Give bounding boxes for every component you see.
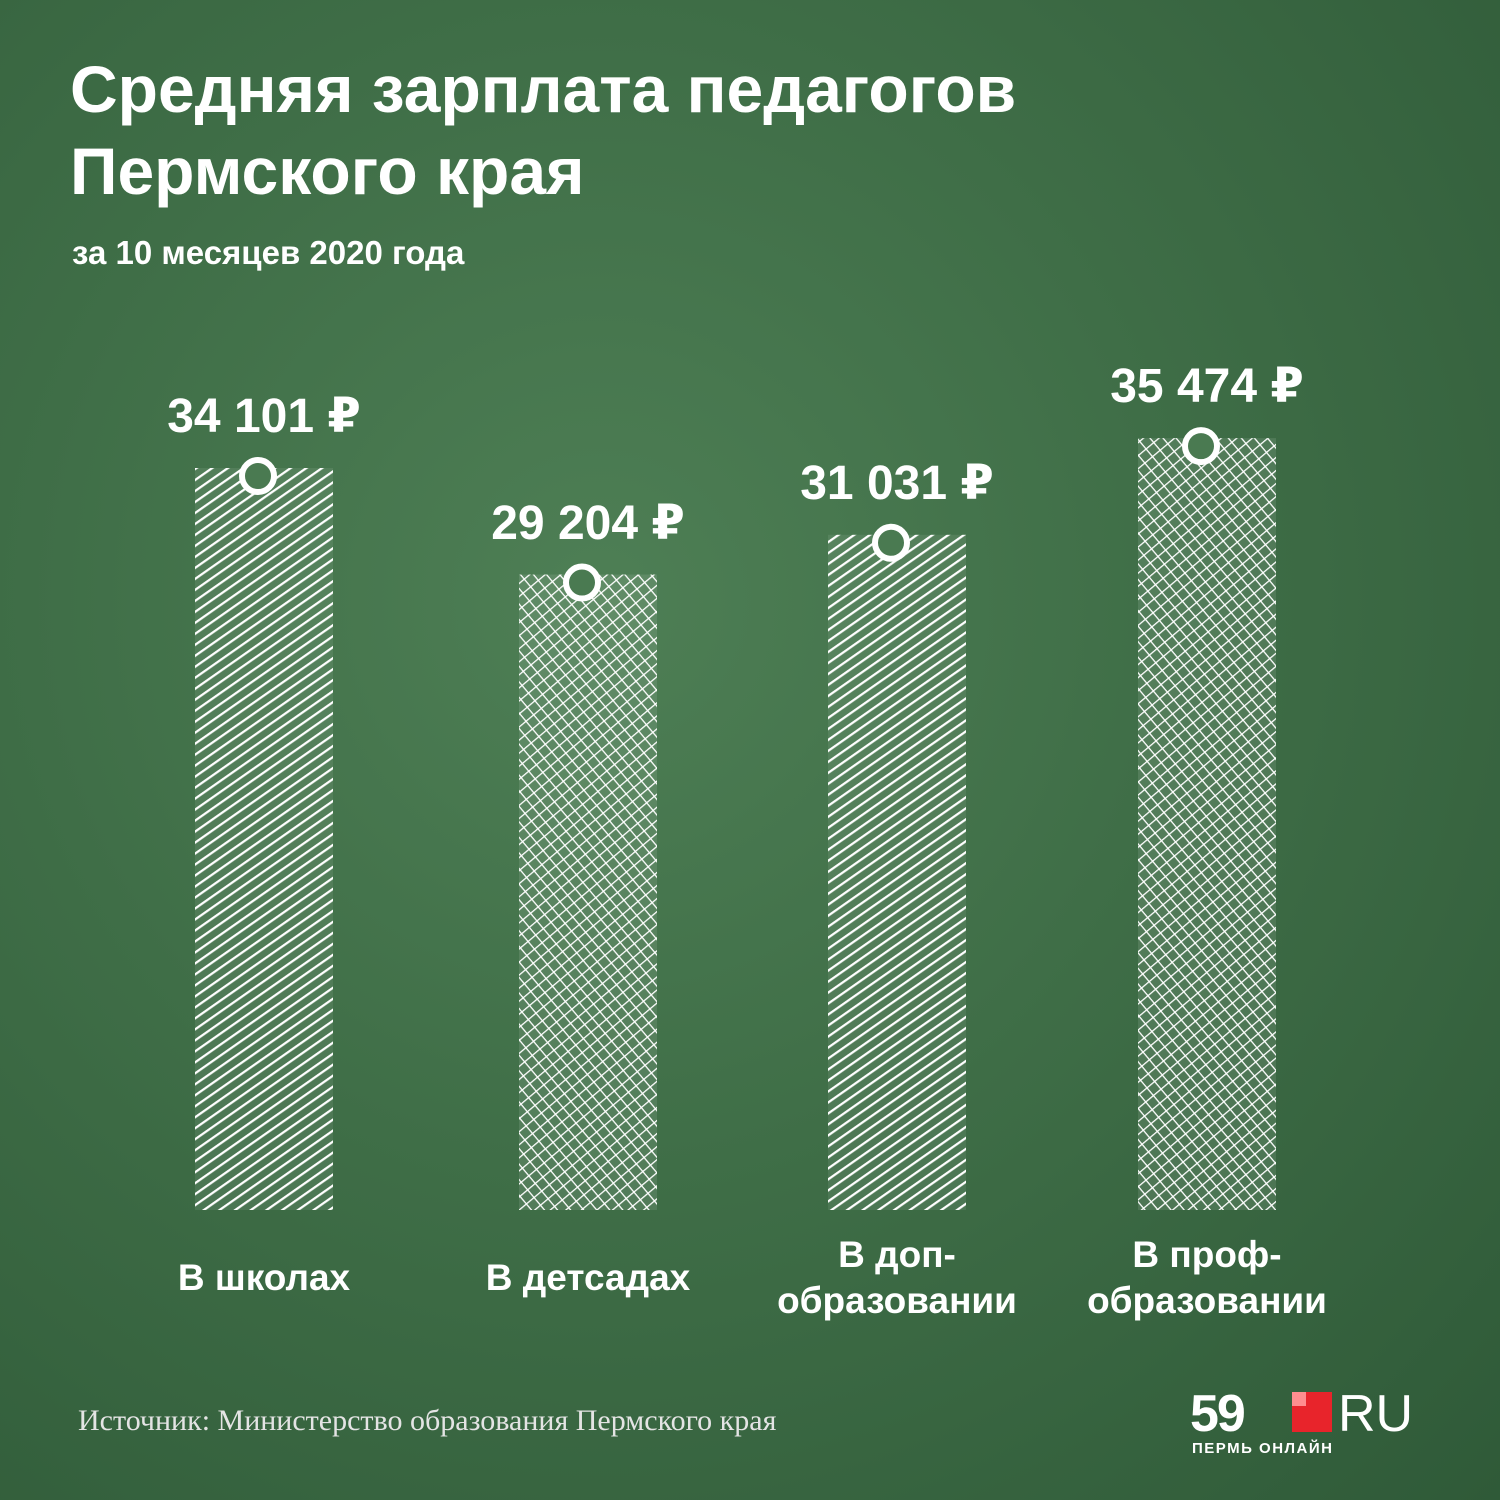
chart-subtitle: за 10 месяцев 2020 года <box>72 234 465 271</box>
bar <box>195 468 333 1210</box>
x-tick-label: В проф- образовании <box>1087 1234 1327 1321</box>
logo-square <box>1292 1392 1332 1432</box>
bar-marker <box>1182 427 1220 466</box>
logo-number: 59 <box>1190 1385 1246 1443</box>
bar <box>828 534 966 1210</box>
value-label: 35 474 ₽ <box>1110 360 1304 414</box>
bar-marker <box>563 563 601 602</box>
x-tick-label: В доп- образовании <box>777 1234 1017 1321</box>
value-label: 31 031 ₽ <box>800 456 994 510</box>
logo-suffix: RU <box>1338 1385 1414 1443</box>
bar-marker <box>239 457 277 495</box>
x-tick-label: В школах <box>177 1257 351 1298</box>
bar <box>1138 438 1276 1211</box>
chart-title: Средняя зарплата педагогов Пермского кра… <box>70 52 1017 208</box>
source-note: Источник: Министерство образования Пермс… <box>78 1404 777 1437</box>
bar <box>519 574 657 1210</box>
logo-tagline: ПЕРМЬ ОНЛАЙН <box>1192 1440 1334 1457</box>
x-tick-label: В детсадах <box>485 1257 691 1298</box>
bar-marker <box>872 523 910 562</box>
value-label: 34 101 ₽ <box>167 390 361 443</box>
value-label: 29 204 ₽ <box>491 496 685 550</box>
